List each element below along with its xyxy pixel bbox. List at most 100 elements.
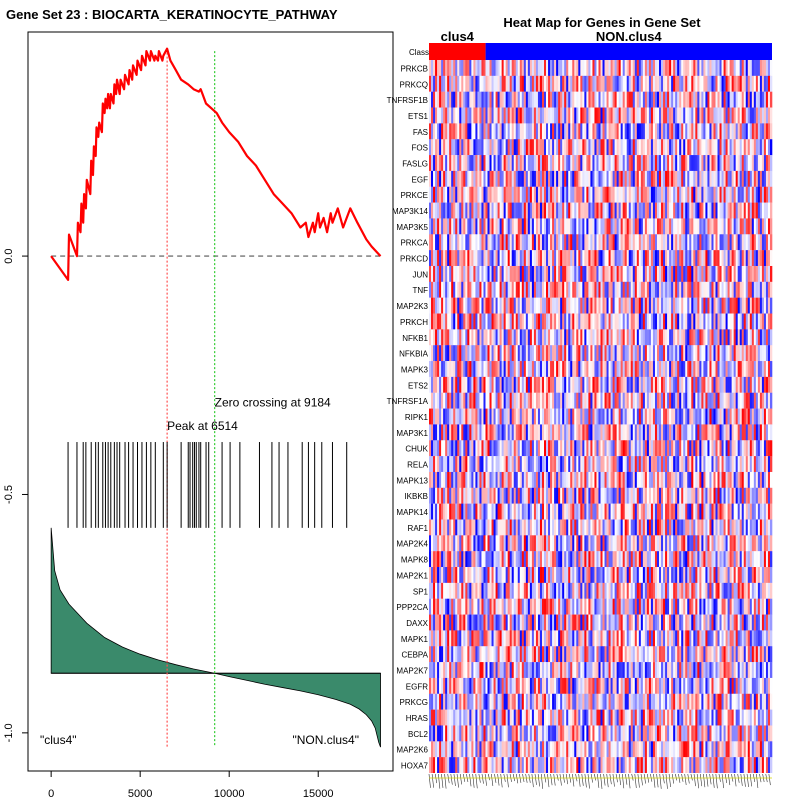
heatmap-cell [562, 440, 565, 457]
heatmap-cell [717, 424, 720, 441]
heatmap-cell [527, 456, 531, 473]
heatmap-cell [497, 107, 500, 124]
heatmap-cell [755, 234, 759, 251]
heatmap-cell [665, 471, 668, 488]
heatmap-cell [759, 218, 763, 235]
heatmap-cell [584, 265, 587, 283]
heatmap-cell [509, 456, 513, 473]
heatmap-cell [763, 265, 767, 283]
heatmap-cell [753, 265, 757, 283]
heatmap-cell [604, 345, 607, 362]
heatmap-cell [723, 376, 726, 393]
heatmap-cell [630, 392, 634, 409]
heatmap-cell [636, 107, 640, 124]
heatmap-cell [453, 107, 456, 124]
heatmap-cell [503, 91, 506, 108]
heatmap-cell [721, 75, 724, 92]
heatmap-cell [491, 60, 494, 77]
heatmap-cell [642, 218, 646, 235]
heatmap-cell [669, 218, 672, 235]
heatmap-cell [630, 471, 634, 488]
heatmap-cell [439, 155, 442, 172]
heatmap-cell [715, 345, 718, 362]
heatmap-cell [529, 60, 533, 77]
heatmap-cell [735, 250, 738, 267]
heatmap-cell [574, 503, 577, 520]
heatmap-cell [541, 471, 545, 488]
heatmap-cell [451, 139, 454, 156]
heatmap-cell [646, 392, 650, 409]
heatmap-cell [556, 297, 559, 314]
heatmap-cell [644, 155, 648, 172]
heatmap-cell [671, 265, 674, 283]
heatmap-cell [679, 123, 682, 140]
heatmap-cell [475, 107, 478, 124]
heatmap-cell [439, 503, 442, 520]
heatmap-cell [723, 155, 726, 172]
heatmap-cell [654, 186, 658, 203]
heatmap-cell [475, 123, 478, 140]
heatmap-cell [584, 313, 587, 330]
heatmap-cell [751, 471, 755, 488]
heatmap-cell [578, 202, 581, 219]
heatmap-cell [493, 155, 496, 172]
heatmap-cell [477, 170, 480, 187]
heatmap-cell [703, 60, 706, 77]
heatmap-cell [667, 234, 670, 251]
heatmap-cell [661, 234, 664, 251]
heatmap-cell [562, 361, 565, 378]
heatmap-cell [461, 487, 464, 504]
heatmap-cell [451, 424, 454, 441]
heatmap-cell [548, 329, 551, 346]
heatmap-cell [481, 456, 484, 473]
heatmap-cell [467, 408, 470, 425]
heatmap-cell [449, 297, 452, 314]
heatmap-cell [675, 424, 678, 441]
heatmap-cell [578, 471, 581, 488]
heatmap-cell [570, 265, 573, 283]
heatmap-cell [537, 139, 541, 156]
heatmap-cell [431, 456, 434, 473]
heatmap-cell [622, 218, 626, 235]
heatmap-cell [733, 440, 736, 457]
heatmap-cell [552, 456, 555, 473]
heatmap-cell [721, 139, 724, 156]
heatmap-cell [467, 471, 470, 488]
heatmap-cell [745, 170, 749, 187]
heatmap-cell [564, 75, 567, 92]
heatmap-cell [533, 218, 537, 235]
heatmap-cell [614, 234, 617, 251]
heatmap-cell [689, 139, 692, 156]
heatmap-cell [622, 202, 626, 219]
heatmap-cell [602, 265, 605, 283]
heatmap-cell [612, 313, 615, 330]
heatmap-cell [719, 75, 722, 92]
heatmap-cell [751, 408, 755, 425]
heatmap-cell [620, 408, 623, 425]
heatmap-cell [471, 392, 474, 409]
heatmap-cell [626, 60, 630, 77]
heatmap-cell [521, 345, 525, 362]
heatmap-cell [533, 186, 537, 203]
heatmap-cell [469, 75, 472, 92]
heatmap-cell [693, 503, 696, 520]
heatmap-cell [501, 155, 504, 172]
heatmap-cell [489, 456, 492, 473]
heatmap-cell [705, 376, 708, 393]
heatmap-cell [485, 234, 488, 251]
heatmap-cell [765, 281, 769, 298]
heatmap-cell [705, 345, 708, 362]
heatmap-cell [687, 170, 690, 187]
heatmap-cell [761, 155, 765, 172]
heatmap-cell [576, 503, 579, 520]
heatmap-cell [705, 234, 708, 251]
heatmap-cell [576, 202, 579, 219]
heatmap-cell [689, 297, 692, 314]
heatmap-cell [431, 487, 434, 504]
heatmap-cell [638, 440, 642, 457]
heatmap-cell [721, 91, 724, 108]
heatmap-cell [535, 297, 539, 314]
heatmap-cell [507, 408, 511, 425]
heatmap-cell [697, 234, 700, 251]
heatmap-cell [491, 107, 494, 124]
